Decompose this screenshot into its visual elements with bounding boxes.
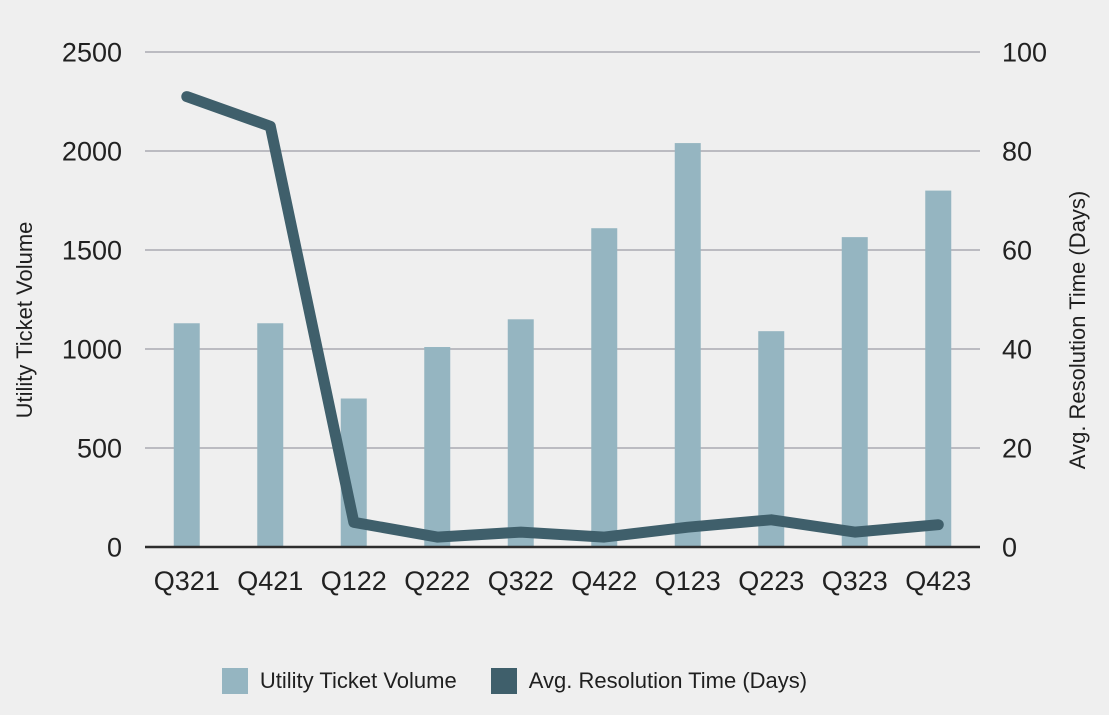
right-axis-tick-label: 60 (1002, 236, 1032, 266)
legend-item-ticket-volume: Utility Ticket Volume (221, 668, 457, 694)
right-axis-tick-label: 100 (1002, 38, 1047, 68)
bar-Q223 (758, 331, 785, 547)
bar-Q321 (173, 323, 200, 547)
bar-Q422 (591, 228, 618, 547)
left-axis-tick-label: 2500 (62, 38, 122, 68)
bar-Q323 (841, 237, 868, 547)
bar-Q421 (257, 323, 284, 547)
legend-label-resolution-time: Avg. Resolution Time (Days) (528, 668, 808, 693)
x-tick-label-Q223: Q223 (738, 566, 804, 596)
left-axis-tick-label: 1500 (62, 236, 122, 266)
right-axis-tick-label: 80 (1002, 137, 1032, 167)
x-tick-label-Q123: Q123 (655, 566, 721, 596)
left-axis-tick-label: 1000 (62, 335, 122, 365)
resolution-time-line (181, 91, 944, 543)
bar-Q222 (424, 347, 451, 547)
right-axis-title: Avg. Resolution Time (Days) (1065, 190, 1090, 470)
x-tick-label-Q321: Q321 (154, 566, 220, 596)
legend-item-resolution-time: Avg. Resolution Time (Days) (490, 668, 808, 694)
right-axis-tick-label: 40 (1002, 335, 1032, 365)
bar-Q123 (674, 143, 701, 547)
left-axis-tick-label: 500 (77, 434, 122, 464)
x-tick-label-Q122: Q122 (321, 566, 387, 596)
right-axis-tick-label: 0 (1002, 533, 1017, 563)
legend: Utility Ticket Volume Avg. Resolution Ti… (0, 668, 1069, 694)
x-tick-label-Q323: Q323 (822, 566, 888, 596)
legend-label-ticket-volume: Utility Ticket Volume (259, 668, 457, 693)
x-tick-label-Q421: Q421 (237, 566, 303, 596)
combo-chart-plot: 0 500 1000 1500 2000 2500 0 20 40 60 80 100 Q321 Q421… (62, 38, 1047, 597)
left-axis-tick-label: 0 (107, 533, 122, 563)
bar-Q423 (925, 190, 952, 547)
right-axis-tick-label: 20 (1002, 434, 1032, 464)
bar-Q322 (507, 319, 534, 547)
line-series-swatch-icon (490, 668, 517, 694)
x-tick-label-Q423: Q423 (905, 566, 971, 596)
x-tick-label-Q422: Q422 (571, 566, 637, 596)
left-axis-tick-label: 2000 (62, 137, 122, 167)
x-tick-label-Q322: Q322 (488, 566, 554, 596)
bar-series-swatch-icon (221, 668, 248, 694)
left-axis-title: Utility Ticket Volume (12, 221, 37, 419)
x-tick-label-Q222: Q222 (404, 566, 470, 596)
